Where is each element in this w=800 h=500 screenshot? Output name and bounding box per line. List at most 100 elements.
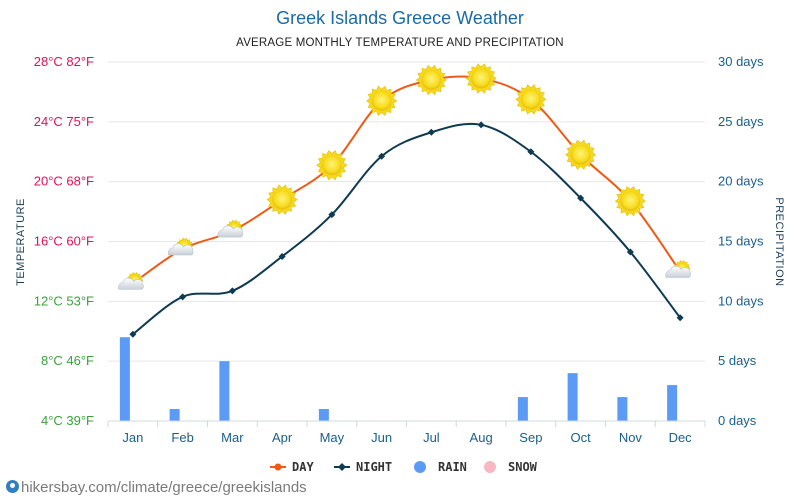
temperature-lines bbox=[132, 75, 681, 336]
sun-icon bbox=[565, 139, 597, 170]
rain-bar bbox=[667, 385, 678, 421]
y-tick-left: 12°C 53°F bbox=[34, 293, 94, 308]
weather-icons bbox=[118, 63, 691, 290]
legend-marker bbox=[338, 463, 346, 471]
y-tick-right: 0 days bbox=[718, 413, 757, 428]
sun-icon bbox=[465, 63, 497, 94]
sun-disc bbox=[272, 189, 293, 210]
legend-label: RAIN bbox=[438, 460, 467, 474]
x-tick-label: Jun bbox=[371, 430, 392, 445]
legend-label: DAY bbox=[292, 460, 314, 474]
legend-marker bbox=[274, 463, 282, 471]
x-tick-label: Jul bbox=[423, 430, 440, 445]
sun-icon bbox=[415, 64, 447, 96]
rain-bar bbox=[617, 397, 628, 421]
y-tick-right: 10 days bbox=[718, 293, 764, 308]
x-tick-label: Sep bbox=[519, 430, 542, 445]
night-point bbox=[228, 287, 236, 295]
y-tick-right: 15 days bbox=[718, 234, 764, 249]
sun-disc bbox=[321, 155, 342, 176]
y-tick-right: 30 days bbox=[718, 54, 764, 69]
sun-disc bbox=[520, 89, 541, 110]
legend-item-rain[interactable]: RAIN bbox=[414, 460, 467, 474]
y-tick-left: 16°C 60°F bbox=[34, 234, 94, 249]
cloud-shape bbox=[665, 265, 691, 278]
y-tick-left: 28°C 82°F bbox=[34, 54, 94, 69]
sun-icon bbox=[515, 84, 547, 115]
cloud-shape bbox=[167, 243, 194, 256]
cloud-sun-icon bbox=[217, 219, 244, 238]
night-point bbox=[278, 252, 286, 260]
night-point bbox=[129, 330, 137, 338]
x-axis: Jan Feb Mar Apr May Jun Jul Aug Sep Oct Nov Dec bbox=[107, 420, 706, 445]
y-axis-left-title: TEMPERATURE bbox=[15, 198, 27, 286]
cloud-sun-icon bbox=[665, 260, 691, 278]
y-tick-right: 25 days bbox=[718, 114, 764, 129]
night-point bbox=[626, 248, 634, 256]
night-markers bbox=[129, 121, 684, 338]
rain-bar bbox=[219, 361, 230, 421]
legend-label: NIGHT bbox=[356, 460, 392, 474]
legend-item-night[interactable]: NIGHT bbox=[334, 460, 392, 474]
grid-lines bbox=[108, 61, 705, 422]
sun-icon bbox=[614, 185, 646, 217]
y-tick-left: 4°C 39°F bbox=[41, 413, 94, 428]
night-point bbox=[427, 128, 435, 136]
cloud-sun-icon bbox=[118, 272, 144, 290]
legend-item-snow[interactable]: SNOW bbox=[484, 460, 538, 474]
chart-subtitle: AVERAGE MONTHLY TEMPERATURE AND PRECIPIT… bbox=[236, 37, 564, 49]
night-point bbox=[477, 121, 485, 129]
source-footer[interactable]: hikersbay.com/climate/greece/greekisland… bbox=[6, 479, 307, 496]
legend-item-day[interactable]: DAY bbox=[270, 460, 314, 474]
day-line bbox=[132, 75, 681, 285]
night-point bbox=[577, 194, 585, 202]
night-line bbox=[132, 122, 681, 336]
rain-bar bbox=[169, 409, 180, 421]
x-tick-label: Aug bbox=[470, 430, 493, 445]
night-point bbox=[179, 293, 187, 301]
legend-marker bbox=[484, 461, 496, 473]
sun-disc bbox=[471, 68, 492, 89]
rain-bar bbox=[119, 337, 130, 421]
y-tick-left: 8°C 46°F bbox=[41, 353, 94, 368]
sun-disc bbox=[620, 191, 641, 212]
y-axis-right: 0 days 5 days 10 days 15 days 20 days 25 days… bbox=[718, 54, 764, 428]
rain-bar bbox=[517, 397, 528, 421]
sun-icon bbox=[266, 184, 298, 215]
sun-icon bbox=[316, 150, 348, 181]
chart-title: Greek Islands Greece Weather bbox=[276, 8, 524, 28]
y-tick-right: 20 days bbox=[718, 174, 764, 189]
x-tick-label: Oct bbox=[571, 430, 592, 445]
rain-bars bbox=[119, 337, 678, 421]
legend-marker bbox=[414, 461, 426, 473]
rain-bar bbox=[567, 373, 578, 421]
cloud-shape bbox=[118, 277, 144, 290]
x-tick-label: Apr bbox=[272, 430, 293, 445]
x-tick-label: Nov bbox=[619, 430, 643, 445]
sun-disc bbox=[421, 70, 442, 90]
sun-disc bbox=[371, 90, 392, 111]
sun-disc bbox=[570, 144, 591, 165]
y-tick-left: 20°C 68°F bbox=[34, 174, 94, 189]
cloud-sun-icon bbox=[167, 237, 194, 256]
cloud-shape bbox=[217, 225, 244, 238]
x-tick-label: May bbox=[320, 430, 345, 445]
rain-bar bbox=[318, 409, 329, 421]
y-tick-right: 5 days bbox=[718, 353, 757, 368]
legend-label: SNOW bbox=[508, 460, 538, 474]
x-tick-label: Feb bbox=[171, 430, 193, 445]
x-tick-label: Mar bbox=[221, 430, 244, 445]
sun-icon bbox=[366, 85, 398, 117]
night-point bbox=[676, 314, 684, 322]
legend[interactable]: DAY NIGHT RAIN SNOW bbox=[270, 460, 538, 474]
y-tick-left: 24°C 75°F bbox=[34, 114, 94, 129]
pin-icon bbox=[6, 480, 19, 493]
y-axis-left: 4°C 39°F 8°C 46°F 12°C 53°F 16°C 60°F 20°C 6… bbox=[34, 54, 94, 428]
night-point bbox=[527, 148, 535, 156]
night-point bbox=[378, 152, 386, 160]
x-tick-label: Dec bbox=[669, 430, 693, 445]
night-point bbox=[328, 211, 336, 219]
y-axis-right-title: PRECIPITATION bbox=[773, 197, 785, 286]
source-link[interactable]: hikersbay.com/climate/greece/greekisland… bbox=[21, 479, 307, 496]
